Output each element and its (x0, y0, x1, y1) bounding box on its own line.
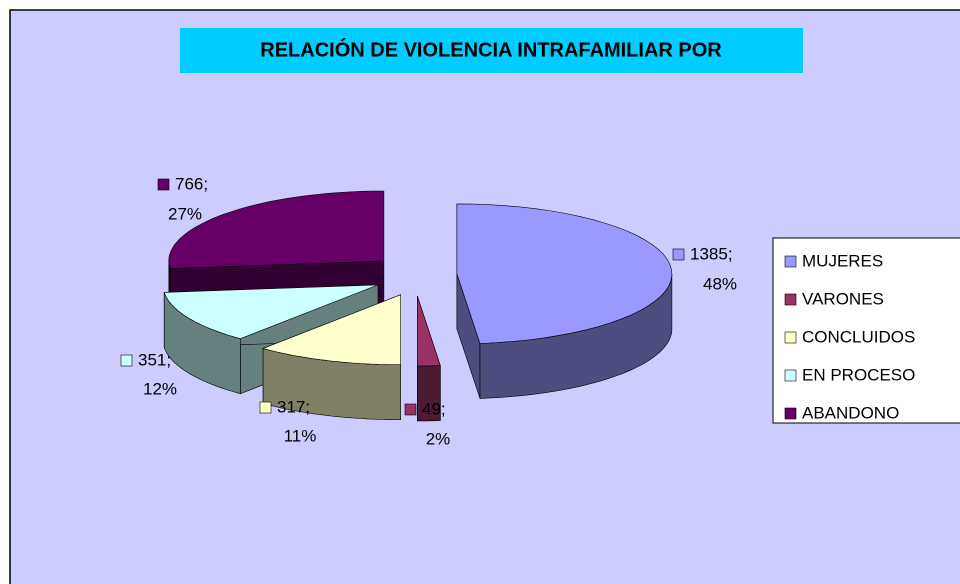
legend (772, 237, 960, 424)
legend-label: EN PROCESO (802, 365, 915, 384)
legend-label: CONCLUIDOS (802, 327, 915, 346)
chart-title: RELACIÓN DE VIOLENCIA INTRAFAMILIAR POR (260, 37, 722, 61)
data-label: 317; (277, 397, 310, 416)
legend-key (784, 369, 797, 382)
slice-top (262, 294, 401, 365)
legend-label: VARONES (802, 289, 884, 308)
legend-label: ABANDONO (802, 403, 899, 422)
label-key (404, 403, 417, 416)
legend-key (784, 331, 797, 344)
data-label: 27% (168, 204, 202, 223)
legend-key (784, 407, 797, 420)
data-label: 49; (422, 399, 446, 418)
legend-key (784, 293, 797, 306)
slice (262, 294, 401, 420)
label-key (259, 401, 272, 414)
slice-top (163, 284, 379, 340)
title-box (180, 28, 803, 73)
data-label: 1385; (690, 244, 733, 263)
slice-top (417, 295, 441, 367)
slice (417, 295, 441, 422)
label-key (120, 354, 133, 367)
data-label: 351; (138, 350, 171, 369)
data-label: 2% (426, 429, 451, 448)
data-label: 766; (175, 174, 208, 193)
data-label: 48% (703, 274, 737, 293)
legend-label: MUJERES (802, 251, 883, 270)
slice-top (168, 190, 385, 269)
label-key (672, 248, 685, 261)
legend-key (784, 255, 797, 268)
slice (456, 203, 673, 399)
data-label: 11% (284, 426, 317, 445)
slice-top (456, 203, 673, 344)
label-key (157, 178, 170, 191)
data-label: 12% (143, 379, 177, 398)
